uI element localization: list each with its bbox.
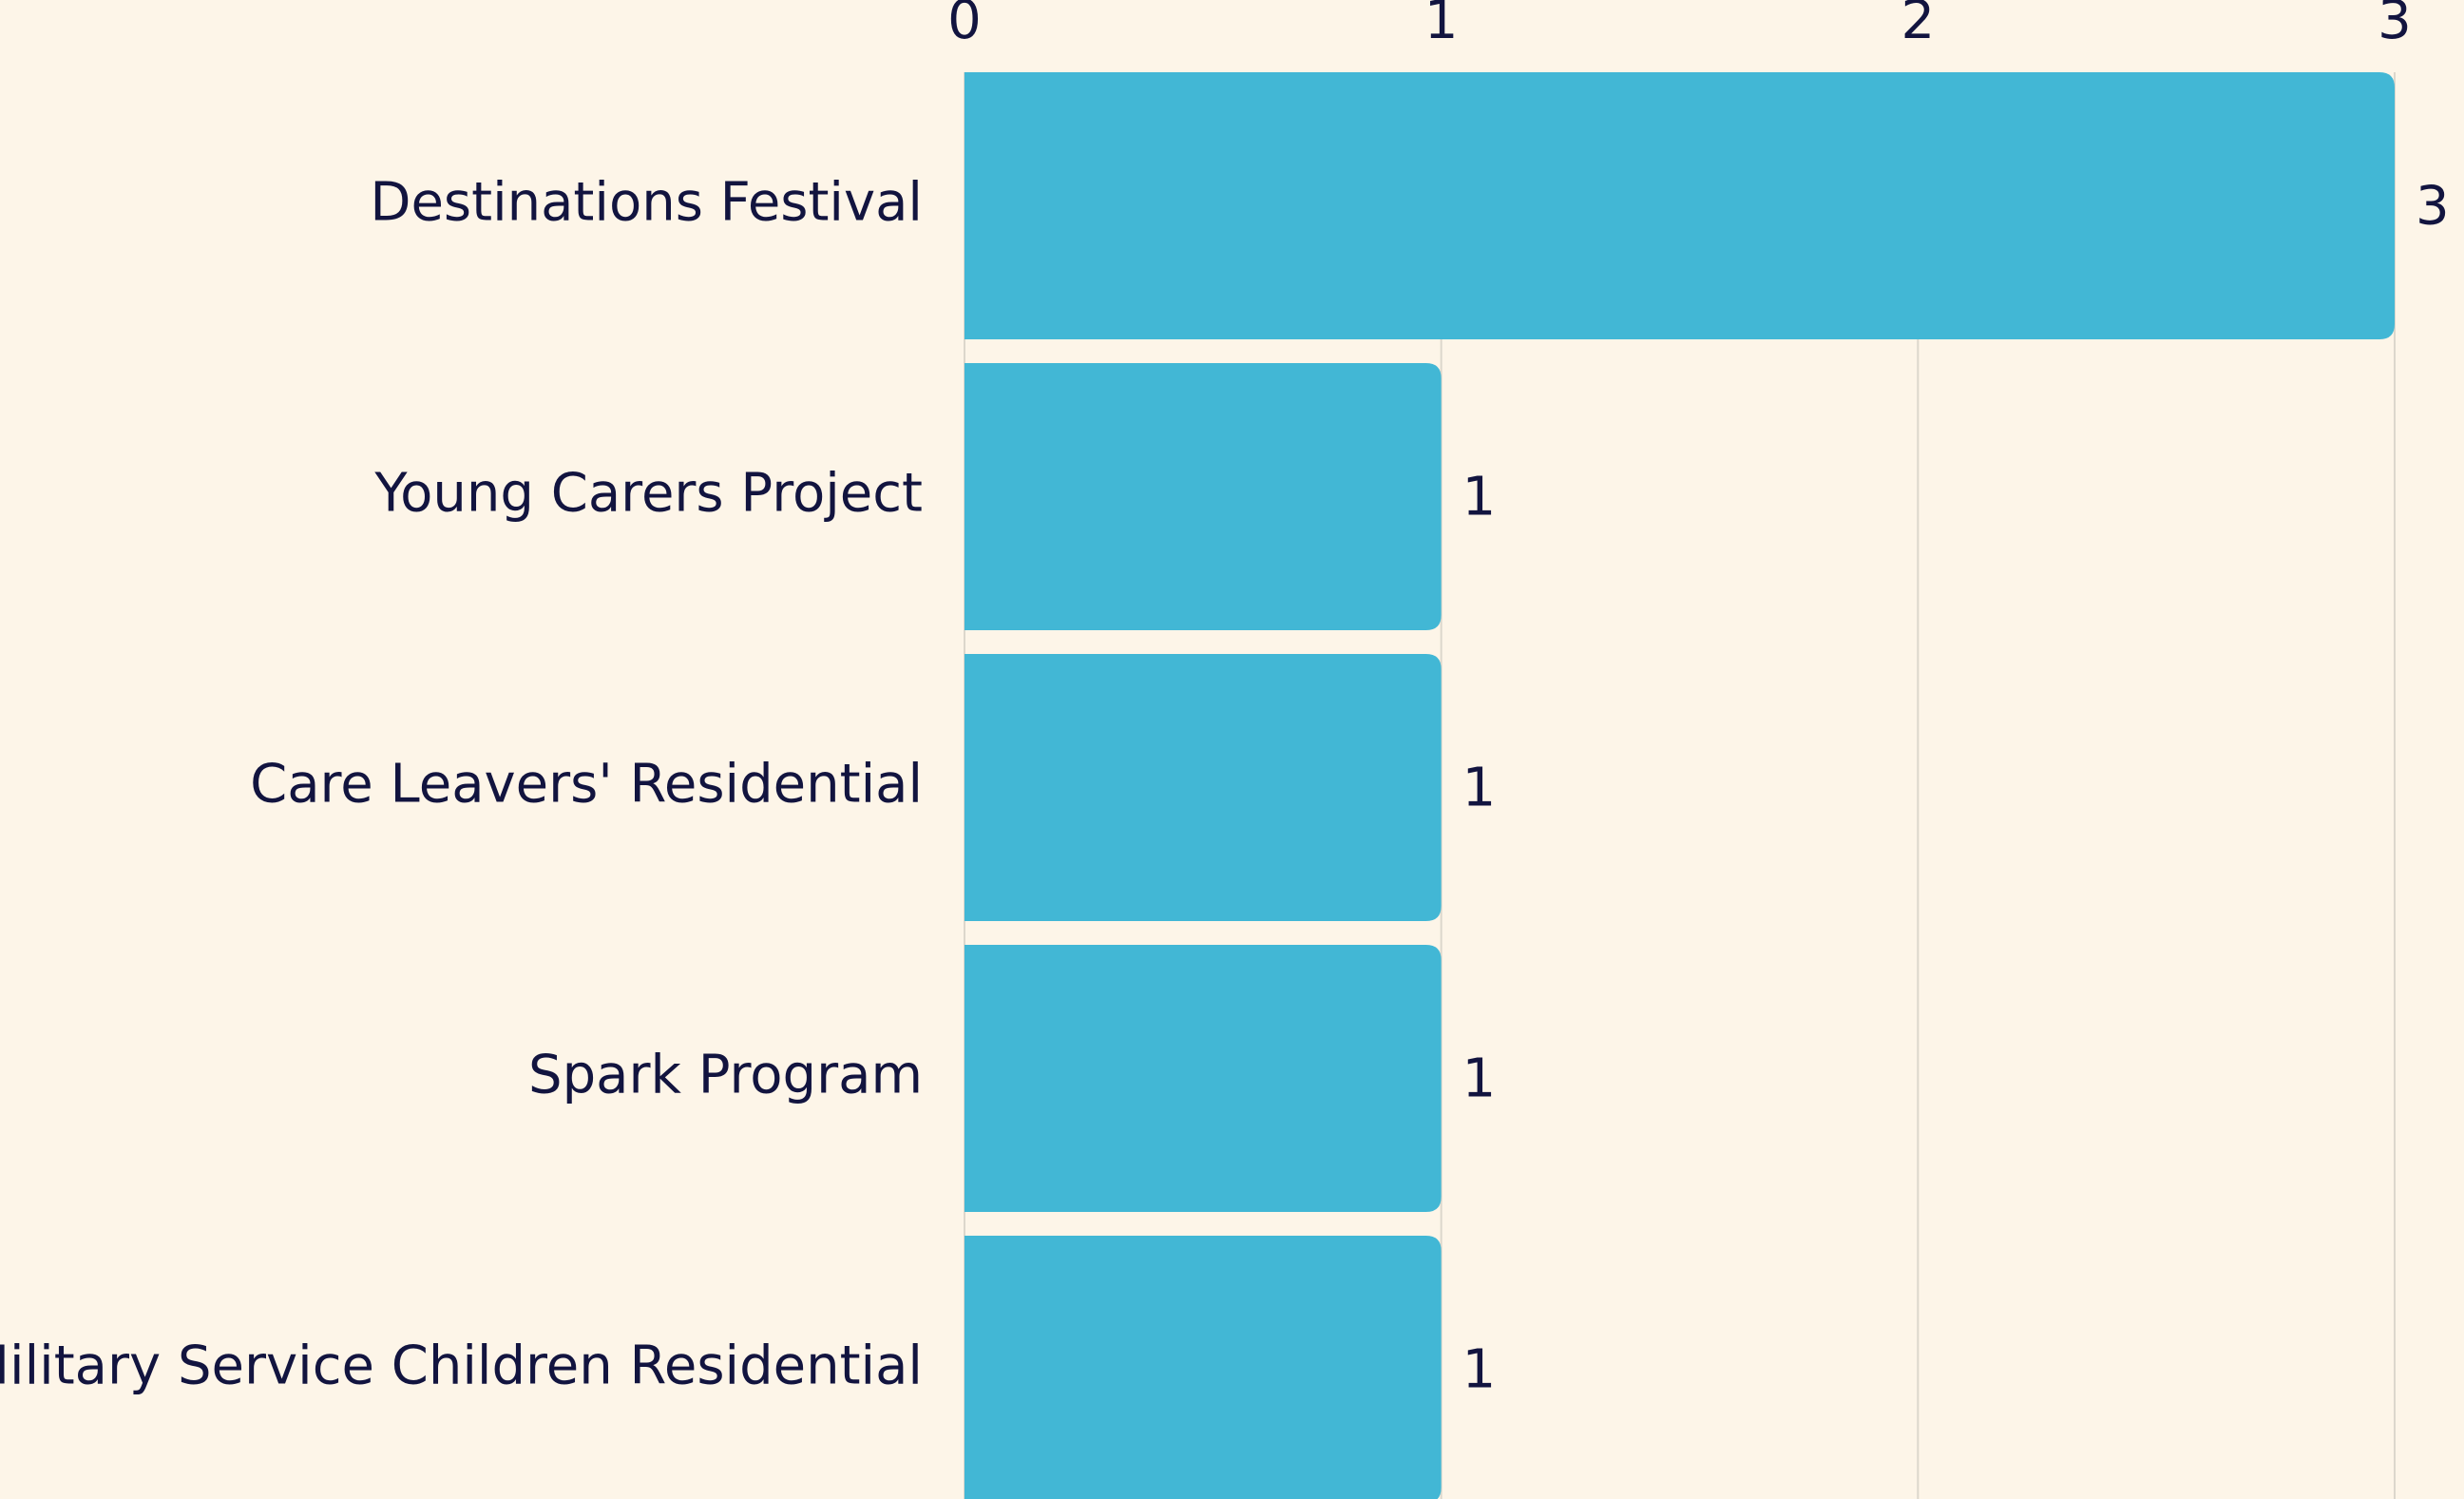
value-label: 1: [1462, 1339, 1497, 1401]
y-tick-label: Young Carers Project: [373, 463, 923, 525]
bar: [965, 72, 2395, 339]
x-tick-label: 2: [1901, 0, 1936, 51]
y-tick-label: Spark Program: [528, 1045, 923, 1106]
bar: [965, 363, 1442, 630]
value-label: 3: [2416, 176, 2450, 238]
value-label: 1: [1462, 467, 1497, 528]
bar: [965, 654, 1442, 921]
bar: [965, 1236, 1442, 1499]
x-tick-label: 1: [1424, 0, 1459, 51]
value-label: 1: [1462, 1048, 1497, 1110]
x-tick-label: 0: [947, 0, 982, 51]
y-tick-label: Care Leavers' Residential: [250, 754, 923, 816]
value-label: 1: [1462, 758, 1497, 819]
y-tick-label: Military Service Children Residential: [0, 1336, 923, 1397]
bar: [965, 945, 1442, 1212]
y-tick-label: Destinations Festival: [370, 172, 923, 234]
x-tick-label: 3: [2378, 0, 2412, 51]
